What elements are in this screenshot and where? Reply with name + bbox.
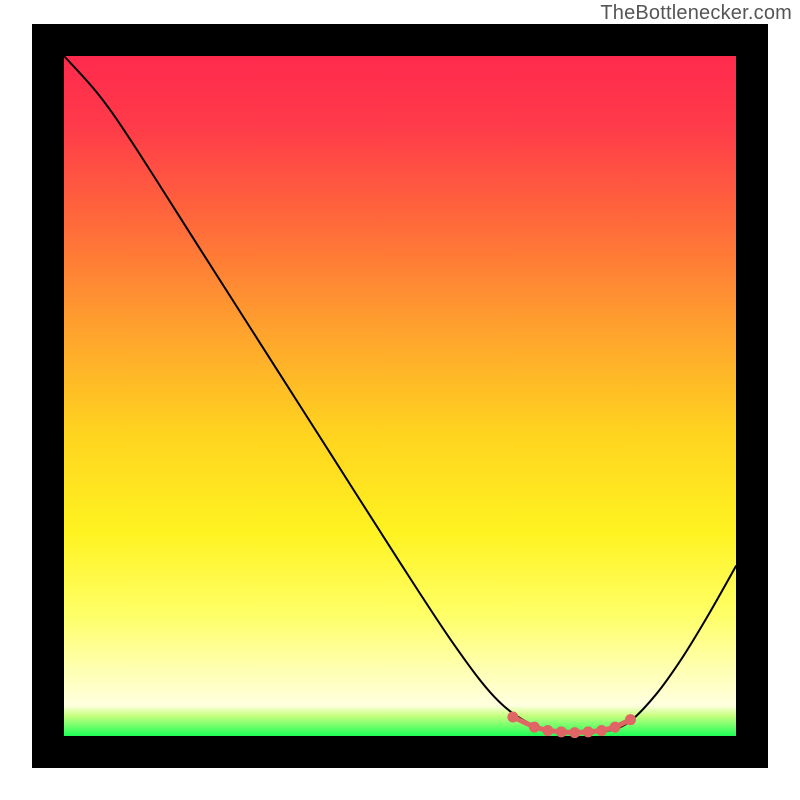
gradient-background	[64, 56, 736, 736]
chart-frame: TheBottlenecker.com	[0, 0, 800, 800]
watermark-text: TheBottlenecker.com	[600, 2, 792, 25]
